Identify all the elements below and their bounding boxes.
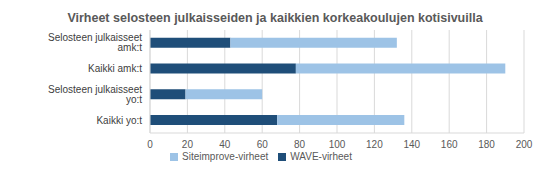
- svg-text:180: 180: [478, 139, 495, 150]
- svg-text:100: 100: [329, 139, 346, 150]
- svg-text:Selosteen julkaisseetyo:t: Selosteen julkaisseetyo:t: [48, 84, 142, 105]
- html-text:Siteimprove-virheet: Siteimprove-virheet: [182, 151, 269, 162]
- svg-text:160: 160: [441, 139, 458, 150]
- svg-text:120: 120: [366, 139, 383, 150]
- svg-text:80: 80: [294, 139, 306, 150]
- svg-text:200: 200: [516, 139, 533, 150]
- svg-text:0: 0: [147, 139, 153, 150]
- svg-text:40: 40: [219, 139, 231, 150]
- html-text:WAVE-virheet: WAVE-virheet: [290, 151, 352, 162]
- svg-text:140: 140: [403, 139, 420, 150]
- html-text:Virheet selosteen julkaisseide: Virheet selosteen julkaisseiden ja kaikk…: [67, 11, 483, 25]
- svg-text:Selosteen julkaisseetamk:t: Selosteen julkaisseetamk:t: [48, 32, 142, 53]
- svg-text:20: 20: [182, 139, 194, 150]
- svg-text:Kaikki amk:t: Kaikki amk:t: [88, 63, 142, 74]
- svg-text:Kaikki yo:t: Kaikki yo:t: [96, 115, 142, 126]
- svg-text:60: 60: [257, 139, 269, 150]
